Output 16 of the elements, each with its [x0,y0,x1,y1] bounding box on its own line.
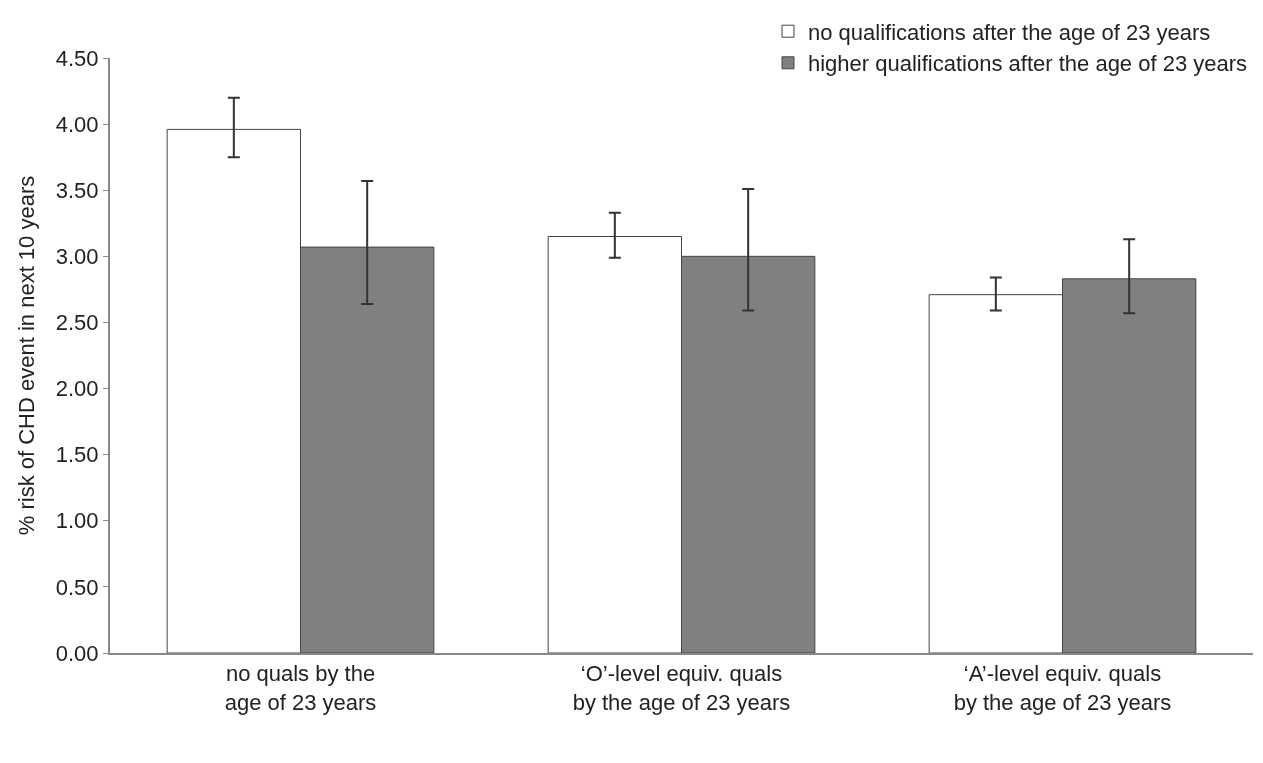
y-tick-label: 4.00 [55,111,99,137]
y-tick-label: 3.50 [55,177,99,203]
y-tick-label: 2.50 [55,310,99,336]
y-tick-label: 1.50 [55,442,99,468]
x-tick-label: ‘O’-level equiv. quals by the age of 23 years [572,661,791,715]
y-tick-label: 0.00 [55,640,99,666]
y-axis-title: % risk of CHD event in next 10 years [14,175,40,536]
y-tick-label: 3.00 [55,244,99,270]
legend-label: higher qualifications after the age of 23 years [808,51,1248,77]
y-tick-label: 1.00 [55,508,99,534]
x-tick-label: ‘A’-level equiv. quals by the age of 23 years [953,661,1172,715]
y-tick-label: 0.50 [55,574,99,600]
y-tick-label: 2.00 [55,376,99,402]
x-tick-label: no quals by the age of 23 years [224,661,377,715]
y-tick-label: 4.50 [55,45,99,71]
legend-label: no qualifications after the age of 23 years [808,19,1211,45]
